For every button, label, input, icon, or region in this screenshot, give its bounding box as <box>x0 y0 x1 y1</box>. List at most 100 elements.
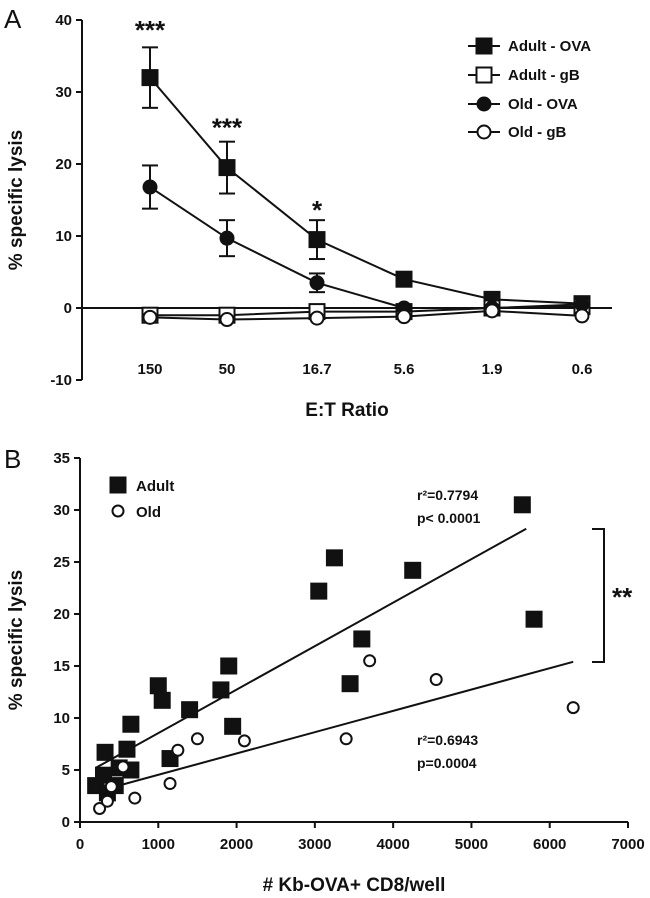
data-point <box>353 630 371 648</box>
x-tick-label: 0 <box>76 836 84 853</box>
x-tick-label: 5000 <box>455 836 488 853</box>
data-point <box>118 740 136 758</box>
data-point <box>310 582 328 600</box>
series-line <box>149 186 583 309</box>
regression-line <box>95 527 527 769</box>
series-line <box>149 76 583 305</box>
p-value-label: p< 0.0001 <box>417 510 481 526</box>
data-point <box>309 275 325 291</box>
legend-label: Adult - gB <box>508 67 580 84</box>
data-point <box>190 732 204 746</box>
y-tick-label: 30 <box>55 84 72 101</box>
data-point <box>395 270 413 288</box>
data-point <box>122 715 140 733</box>
y-axis-title: % specific lysis <box>6 130 27 270</box>
data-point <box>308 231 326 249</box>
data-point <box>429 673 443 687</box>
legend-marker <box>476 96 492 112</box>
data-point <box>142 309 158 325</box>
data-point <box>96 743 114 761</box>
y-tick-label: 30 <box>53 502 70 519</box>
data-point <box>325 549 343 567</box>
x-tick-label: 2000 <box>220 836 253 853</box>
legend-marker <box>109 476 127 494</box>
panel-label-b: B <box>4 444 21 474</box>
x-axis-title: E:T Ratio <box>305 400 388 421</box>
x-tick-label: 1.9 <box>482 361 503 378</box>
significance-marker: *** <box>212 112 243 142</box>
panel-a: A -10 0 10 20 30 40 150 50 16.7 5.6 1.9 0.6 % specifi… <box>4 4 612 421</box>
data-point <box>181 701 199 719</box>
x-tick-label: 1000 <box>142 836 175 853</box>
data-point <box>220 657 238 675</box>
x-axis-title: # Kb-OVA+ CD8/well <box>263 875 446 896</box>
x-tick-label: 16.7 <box>302 361 331 378</box>
data-point <box>404 561 422 579</box>
data-point <box>574 308 590 324</box>
series-line <box>149 309 583 321</box>
x-tick-label: 7000 <box>611 836 644 853</box>
y-tick-label: 25 <box>53 554 70 571</box>
regression-line <box>95 660 574 793</box>
x-tick-label: 3000 <box>298 836 331 853</box>
x-tick-label: 150 <box>137 361 162 378</box>
data-point <box>309 310 325 326</box>
significance-marker: *** <box>135 15 166 45</box>
data-point <box>104 780 118 794</box>
data-point <box>513 496 531 514</box>
data-point <box>484 303 500 319</box>
p-value-label: p=0.0004 <box>417 755 477 771</box>
y-tick-label: 0 <box>64 300 72 317</box>
data-point <box>142 179 158 195</box>
x-tick-label: 5.6 <box>394 361 415 378</box>
data-point <box>219 230 235 246</box>
data-point <box>141 69 159 87</box>
y-tick-label: 10 <box>55 228 72 245</box>
r-squared-label: r²=0.7794 <box>417 487 478 503</box>
y-tick-label: -10 <box>50 372 72 389</box>
data-point <box>218 159 236 177</box>
data-point <box>363 654 377 668</box>
y-tick-label: 0 <box>62 814 70 831</box>
legend-label: Adult - OVA <box>508 38 591 55</box>
significance-marker: * <box>312 195 323 225</box>
legend-label: Adult <box>136 478 174 495</box>
legend-marker <box>475 37 493 55</box>
x-tick-label: 0.6 <box>572 361 593 378</box>
y-tick-label: 15 <box>53 658 70 675</box>
data-point <box>341 675 359 693</box>
data-point <box>128 791 142 805</box>
legend-label: Old - gB <box>508 124 566 141</box>
data-point <box>149 677 167 695</box>
y-tick-label: 40 <box>55 12 72 29</box>
data-point <box>116 760 130 774</box>
data-point <box>212 681 230 699</box>
data-point <box>224 717 242 735</box>
x-tick-label: 4000 <box>376 836 409 853</box>
data-point <box>396 309 412 325</box>
y-tick-label: 10 <box>53 710 70 727</box>
y-tick-label: 20 <box>53 606 70 623</box>
y-tick-label: 35 <box>53 450 70 467</box>
y-axis-title: % specific lysis <box>6 570 27 710</box>
x-tick-label: 6000 <box>533 836 566 853</box>
y-tick-label: 20 <box>55 156 72 173</box>
legend-label: Old - OVA <box>508 96 578 113</box>
legend-marker <box>475 66 493 84</box>
data-point <box>163 777 177 791</box>
data-point <box>93 801 107 815</box>
legend-marker <box>111 504 125 518</box>
data-point <box>219 312 235 328</box>
data-point <box>339 732 353 746</box>
legend-marker <box>476 124 492 140</box>
legend-label: Old <box>136 504 161 521</box>
panel-label-a: A <box>4 4 22 34</box>
y-tick-label: 5 <box>62 762 70 779</box>
data-point <box>566 701 580 715</box>
panel-b: B 0 5 10 15 20 25 30 35 0 1000 2000 3000 4000 5000 6000… <box>4 444 645 896</box>
significance-marker: ** <box>612 582 633 612</box>
significance-bracket <box>592 528 605 663</box>
data-point <box>171 743 185 757</box>
data-point <box>100 794 114 808</box>
